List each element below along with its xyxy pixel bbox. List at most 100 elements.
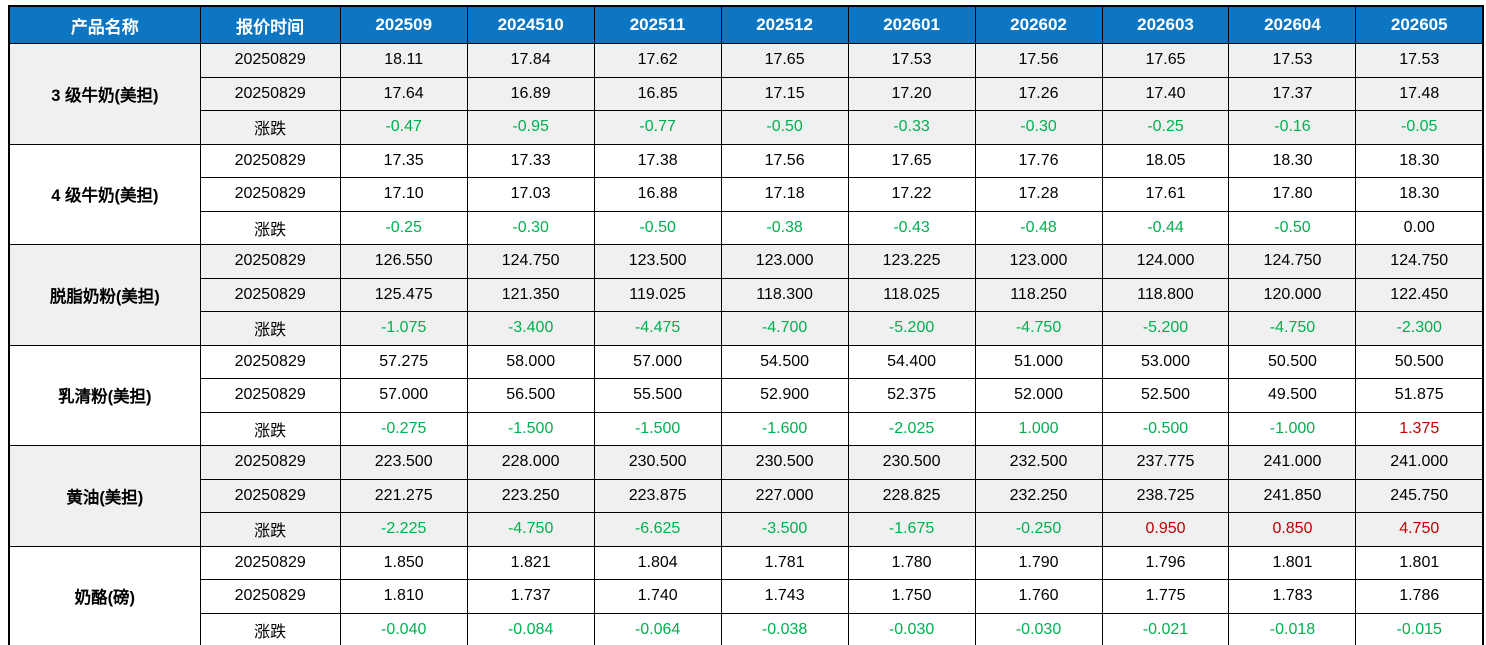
- price-value-cell: 51.000: [974, 344, 1103, 379]
- price-value-cell: 52.900: [720, 378, 849, 413]
- price-value-cell: 118.025: [847, 277, 976, 312]
- change-value-cell: -2.225: [339, 512, 468, 547]
- price-value-cell: 223.500: [339, 445, 468, 480]
- change-value-cell: -0.47: [339, 110, 468, 145]
- price-value-cell: 1.790: [974, 545, 1103, 580]
- price-value-cell: 17.80: [1228, 177, 1357, 212]
- price-value-cell: 223.875: [593, 478, 722, 513]
- price-value-cell: 17.76: [974, 143, 1103, 178]
- price-value-cell: 17.48: [1355, 76, 1484, 111]
- price-value-cell: 230.500: [593, 445, 722, 480]
- price-value-cell: 57.000: [339, 378, 468, 413]
- price-value-cell: 241.850: [1228, 478, 1357, 513]
- change-value-cell: -0.084: [466, 612, 595, 645]
- change-value-cell: -3.400: [466, 311, 595, 346]
- column-header-1: 报价时间: [199, 5, 341, 44]
- change-label-cell: 涨跌: [199, 210, 341, 245]
- change-value-cell: -0.16: [1228, 110, 1357, 145]
- change-value-cell: -0.38: [720, 210, 849, 245]
- change-value-cell: -1.500: [466, 411, 595, 446]
- change-value-cell: -4.750: [974, 311, 1103, 346]
- price-value-cell: 221.275: [339, 478, 468, 513]
- price-value-cell: 17.65: [1101, 43, 1230, 78]
- product-name-cell: 乳清粉(美担): [8, 344, 201, 446]
- price-value-cell: 17.10: [339, 177, 468, 212]
- price-value-cell: 16.85: [593, 76, 722, 111]
- price-value-cell: 1.850: [339, 545, 468, 580]
- price-value-cell: 1.821: [466, 545, 595, 580]
- change-value-cell: 0.850: [1228, 512, 1357, 547]
- price-value-cell: 122.450: [1355, 277, 1484, 312]
- price-value-cell: 119.025: [593, 277, 722, 312]
- price-value-cell: 52.500: [1101, 378, 1230, 413]
- price-value-cell: 245.750: [1355, 478, 1484, 513]
- quote-date-cell: 20250829: [199, 478, 341, 513]
- change-value-cell: -0.030: [847, 612, 976, 645]
- change-value-cell: -0.95: [466, 110, 595, 145]
- price-value-cell: 17.33: [466, 143, 595, 178]
- price-value-cell: 230.500: [720, 445, 849, 480]
- change-value-cell: 0.950: [1101, 512, 1230, 547]
- table-row: 涨跌 -0.040 -0.084 -0.064 -0.038 -0.030 -0.030 -0…: [9, 612, 1484, 645]
- price-value-cell: 52.000: [974, 378, 1103, 413]
- change-label-cell: 涨跌: [199, 512, 341, 547]
- product-name-cell: 黄油(美担): [8, 445, 201, 547]
- table-row: 涨跌 -0.47 -0.95 -0.77 -0.50 -0.33 -0.30 -0.25 -0.…: [9, 110, 1484, 145]
- change-value-cell: -2.300: [1355, 311, 1484, 346]
- price-value-cell: 123.000: [720, 244, 849, 279]
- price-value-cell: 118.250: [974, 277, 1103, 312]
- table-row: 涨跌 -1.075 -3.400 -4.475 -4.700 -5.200 -4.750 -5…: [9, 311, 1484, 346]
- price-value-cell: 1.775: [1101, 579, 1230, 614]
- price-value-cell: 118.300: [720, 277, 849, 312]
- change-value-cell: 4.750: [1355, 512, 1484, 547]
- price-value-cell: 17.56: [720, 143, 849, 178]
- price-value-cell: 58.000: [466, 344, 595, 379]
- price-value-cell: 17.65: [847, 143, 976, 178]
- change-value-cell: -0.064: [593, 612, 722, 645]
- column-header-2: 202509: [339, 5, 468, 44]
- price-value-cell: 17.64: [339, 76, 468, 111]
- change-value-cell: -0.50: [1228, 210, 1357, 245]
- table-row: 脱脂奶粉(美担) 20250829 126.550 124.750 123.500 123…: [8, 244, 1484, 346]
- price-value-cell: 57.000: [593, 344, 722, 379]
- column-header-7: 202602: [974, 5, 1103, 44]
- column-header-4: 202511: [593, 5, 722, 44]
- price-value-cell: 230.500: [847, 445, 976, 480]
- table-row: 20250829 17.64 16.89 16.85 17.15 17.20 17.26 17…: [9, 76, 1484, 111]
- change-value-cell: -0.018: [1228, 612, 1357, 645]
- price-value-cell: 238.725: [1101, 478, 1230, 513]
- quote-date-cell: 20250829: [199, 545, 341, 580]
- quote-date-cell: 20250829: [199, 143, 341, 178]
- quote-date-cell: 20250829: [199, 579, 341, 614]
- change-value-cell: -0.038: [720, 612, 849, 645]
- change-value-cell: -2.025: [847, 411, 976, 446]
- price-value-cell: 16.89: [466, 76, 595, 111]
- change-value-cell: -5.200: [1101, 311, 1230, 346]
- column-header-3: 2024510: [466, 5, 595, 44]
- change-value-cell: -0.05: [1355, 110, 1484, 145]
- price-value-cell: 1.810: [339, 579, 468, 614]
- price-value-cell: 241.000: [1228, 445, 1357, 480]
- price-value-cell: 237.775: [1101, 445, 1230, 480]
- change-value-cell: -0.040: [339, 612, 468, 645]
- price-value-cell: 17.53: [1228, 43, 1357, 78]
- column-header-9: 202604: [1228, 5, 1357, 44]
- price-value-cell: 17.35: [339, 143, 468, 178]
- change-label-cell: 涨跌: [199, 612, 341, 645]
- change-label-cell: 涨跌: [199, 110, 341, 145]
- price-value-cell: 1.796: [1101, 545, 1230, 580]
- price-value-cell: 17.65: [720, 43, 849, 78]
- quote-date-cell: 20250829: [199, 445, 341, 480]
- change-value-cell: -4.750: [466, 512, 595, 547]
- table-row: 涨跌 -2.225 -4.750 -6.625 -3.500 -1.675 -0.250 0.…: [9, 512, 1484, 547]
- change-label-cell: 涨跌: [199, 311, 341, 346]
- price-value-cell: 227.000: [720, 478, 849, 513]
- price-value-cell: 1.801: [1228, 545, 1357, 580]
- table-row: 20250829 125.475 121.350 119.025 118.300 118.…: [9, 277, 1484, 312]
- quote-date-cell: 20250829: [199, 43, 341, 78]
- change-value-cell: -4.750: [1228, 311, 1357, 346]
- price-value-cell: 124.750: [1355, 244, 1484, 279]
- product-name-cell: 脱脂奶粉(美担): [8, 244, 201, 346]
- product-name-cell: 3 级牛奶(美担): [8, 43, 201, 145]
